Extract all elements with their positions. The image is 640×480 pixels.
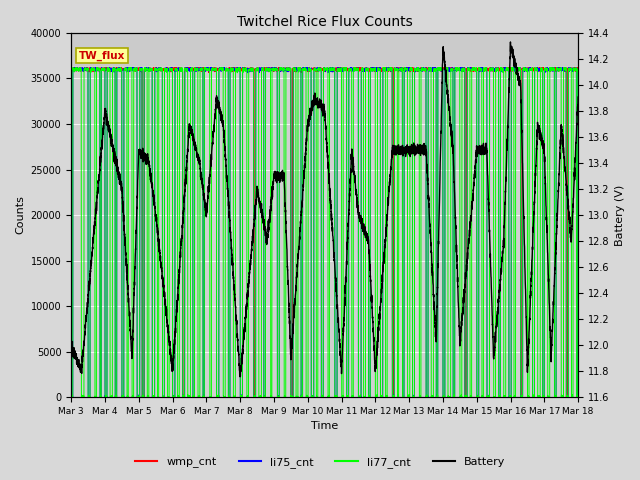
Title: Twitchel Rice Flux Counts: Twitchel Rice Flux Counts (237, 15, 413, 29)
Bar (71, 33, 578, 65)
Y-axis label: Battery (V): Battery (V) (615, 184, 625, 246)
X-axis label: Time: Time (311, 421, 339, 432)
Text: TW_flux: TW_flux (79, 50, 125, 60)
Y-axis label: Counts: Counts (15, 195, 25, 234)
Legend: wmp_cnt, li75_cnt, li77_cnt, Battery: wmp_cnt, li75_cnt, li77_cnt, Battery (131, 452, 509, 472)
